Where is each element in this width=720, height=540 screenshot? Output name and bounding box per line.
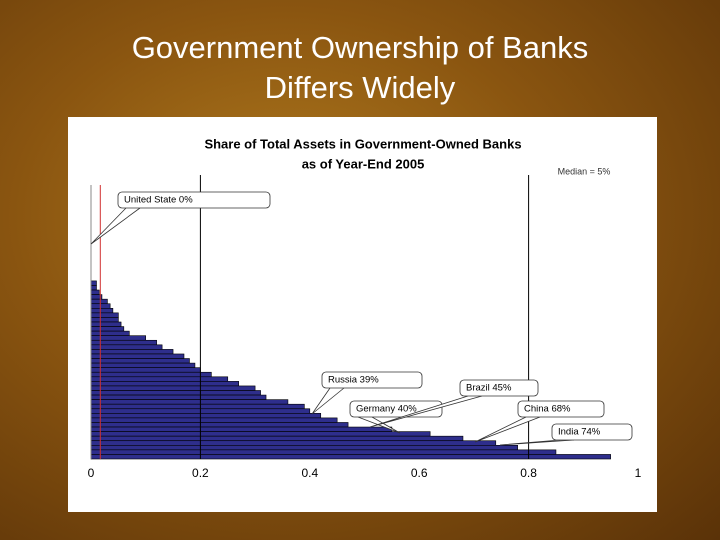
bar	[90, 394, 267, 400]
chart: Share of Total Assets in Government-Owne…	[68, 117, 657, 512]
bar	[90, 435, 464, 442]
bar	[90, 353, 185, 359]
bar	[90, 422, 349, 428]
callout-label: India 74%	[558, 427, 601, 438]
x-tick-label: 0	[88, 466, 95, 480]
bar	[90, 321, 122, 327]
callout-pointer	[499, 439, 575, 446]
bar	[90, 381, 239, 387]
callout-label: Russia 39%	[328, 375, 379, 386]
x-tick-label: 1	[635, 466, 642, 480]
bar	[90, 440, 497, 446]
callout-box	[517, 400, 605, 418]
bar	[90, 454, 611, 460]
bar	[90, 417, 338, 423]
callout-label: Brazil 45%	[466, 383, 512, 394]
callout-pointer	[90, 207, 141, 245]
bar	[90, 298, 108, 305]
bar	[90, 326, 125, 332]
callout-box	[117, 191, 271, 209]
x-tick-label: 0.8	[520, 466, 537, 480]
x-tick-label: 0.2	[192, 466, 209, 480]
callout-label: Germany 40%	[356, 404, 417, 415]
bar	[90, 426, 393, 432]
callout-pointer	[311, 387, 345, 415]
median-label: Median = 5%	[558, 166, 611, 176]
slide-title: Government Ownership of Banks Differs Wi…	[131, 30, 589, 105]
bar	[90, 431, 431, 437]
bar	[90, 330, 130, 336]
bar	[90, 367, 201, 373]
callout-label: United State 0%	[124, 195, 193, 206]
chart-title: Share of Total Assets in Government-Owne…	[204, 136, 521, 151]
bar	[90, 317, 119, 323]
bar	[90, 358, 190, 364]
chart-subtitle: as of Year-End 2005	[302, 156, 425, 171]
bar	[90, 285, 97, 291]
bar	[90, 308, 114, 314]
callout-box	[459, 379, 539, 397]
callout-pointer	[369, 395, 483, 428]
bar	[90, 344, 163, 350]
x-tick-label: 0.4	[301, 466, 318, 480]
bar	[90, 280, 97, 286]
bar	[90, 335, 147, 341]
callout-box	[321, 371, 423, 389]
bar	[90, 403, 305, 410]
callout-label: China 68%	[524, 404, 571, 415]
bar	[90, 390, 261, 396]
bar	[90, 349, 174, 355]
bar	[90, 444, 518, 451]
callout-pointer	[474, 416, 541, 443]
bar	[90, 376, 229, 382]
callout-pointer	[357, 416, 401, 434]
bar	[90, 449, 557, 455]
bar	[90, 312, 119, 318]
bar	[90, 371, 212, 378]
bar	[90, 413, 322, 419]
bar	[90, 289, 100, 295]
x-tick-label: 0.6	[411, 466, 428, 480]
bar	[90, 399, 289, 405]
bar	[90, 339, 157, 346]
callout-box	[551, 423, 633, 441]
bar	[90, 362, 196, 368]
bar	[90, 385, 256, 391]
